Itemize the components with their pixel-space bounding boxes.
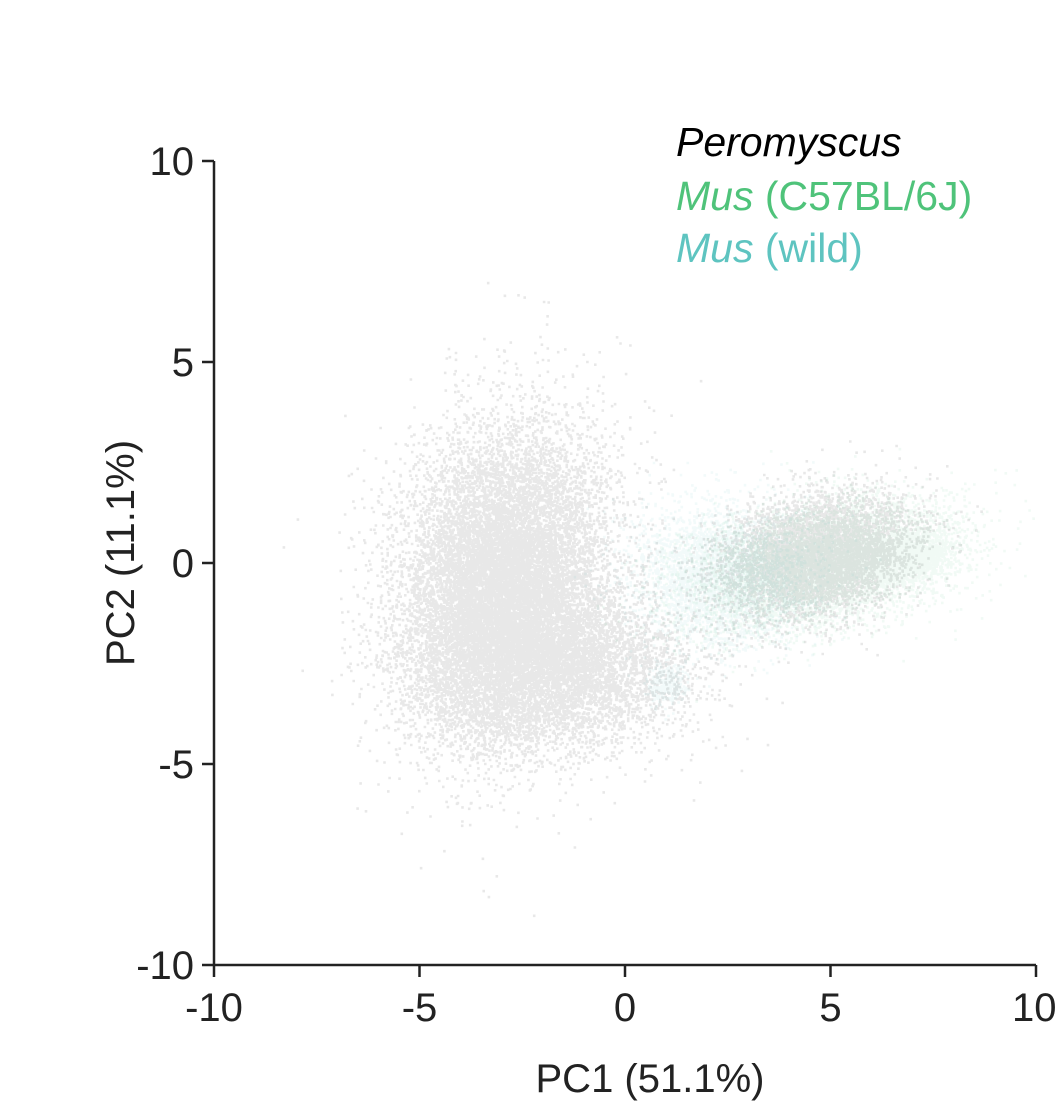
x-tick-label: 10 bbox=[1012, 986, 1057, 1030]
legend-entry-detail: (wild) bbox=[753, 225, 862, 271]
x-axis-ticks: -10 -5 0 5 10 bbox=[185, 965, 1057, 1030]
y-tick-label: 0 bbox=[172, 542, 194, 586]
x-tick-label: -5 bbox=[402, 986, 438, 1030]
legend-entry: Mus (wild) bbox=[676, 225, 863, 271]
axes: -10 -5 0 5 10 -10 -5 0 5 10 bbox=[136, 140, 1056, 1030]
series-points bbox=[573, 461, 882, 721]
legend-entry: Peromyscus bbox=[676, 119, 902, 165]
y-tick-label: -5 bbox=[158, 743, 194, 787]
y-axis-title: PC2 (11.1%) bbox=[99, 440, 143, 666]
x-axis-title: PC1 (51.1%) bbox=[536, 1057, 765, 1101]
x-tick-label: 5 bbox=[819, 986, 841, 1030]
legend-entry-italic: Mus bbox=[676, 173, 753, 219]
scatter-points bbox=[282, 281, 1035, 918]
y-tick-label: 10 bbox=[150, 140, 195, 184]
y-tick-label: -10 bbox=[136, 944, 194, 988]
x-tick-label: -10 bbox=[185, 986, 243, 1030]
legend-entry: Mus (C57BL/6J) bbox=[676, 173, 972, 219]
y-axis-ticks: -10 -5 0 5 10 bbox=[136, 140, 214, 988]
x-tick-label: 0 bbox=[614, 986, 636, 1030]
series-points bbox=[596, 447, 1035, 703]
legend-entry-italic: Mus bbox=[676, 225, 753, 271]
series-point-cloud bbox=[282, 281, 983, 918]
y-tick-label: 5 bbox=[172, 341, 194, 385]
legend-entry-detail: (C57BL/6J) bbox=[753, 173, 972, 219]
series-points bbox=[282, 281, 983, 918]
series-point-cloud bbox=[573, 461, 882, 721]
series-point-cloud bbox=[596, 447, 1035, 703]
legend-entry-italic: Peromyscus bbox=[676, 119, 902, 165]
